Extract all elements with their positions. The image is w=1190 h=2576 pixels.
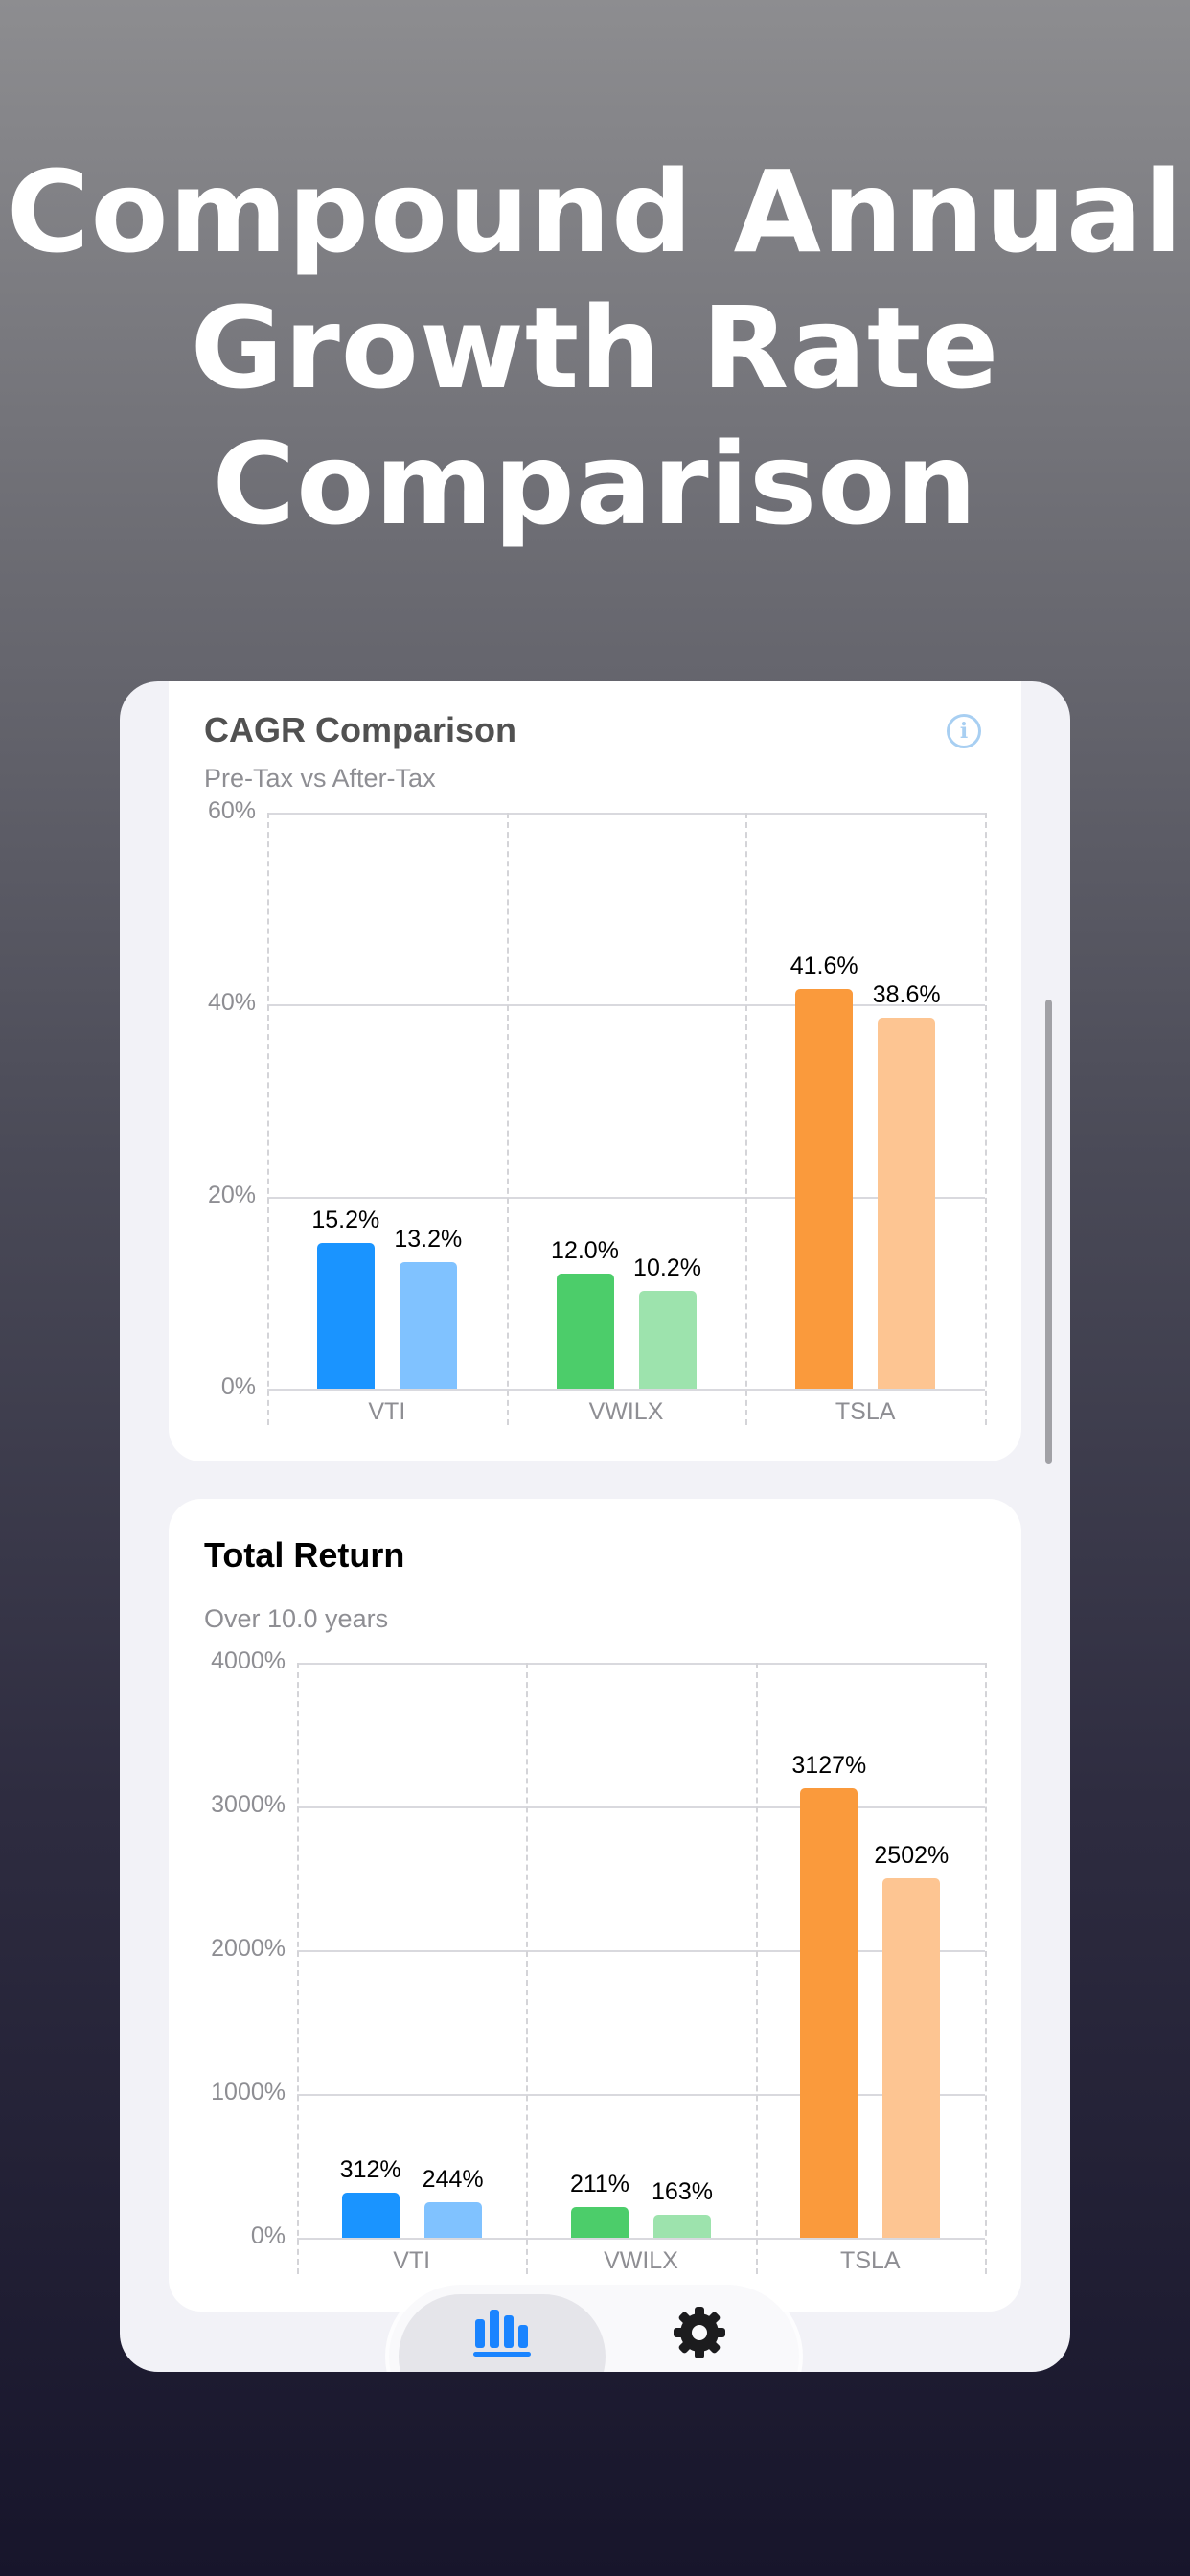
tab-charts[interactable]	[399, 2294, 606, 2371]
bar-value-label: 163%	[652, 2177, 713, 2205]
bar-vwilx-pre-tax[interactable]	[556, 1273, 614, 1389]
gridline	[297, 1806, 985, 1808]
y-axis-tick: 0%	[220, 1373, 256, 1400]
cagr-chart: 60% 40% 20% 0% 15.2% 13.2% 12.0% 10.2% 41.6% 38.6…	[169, 681, 1021, 1461]
gridline	[267, 1389, 985, 1391]
gridline	[297, 2094, 985, 2096]
y-axis-tick: 4000%	[211, 1647, 286, 1674]
headline-line-1: Compound Annual	[6, 146, 1184, 278]
bar-tsla-pre-tax[interactable]	[800, 1787, 858, 2238]
bar-value-label: 12.0%	[551, 1236, 619, 1264]
category-divider	[745, 813, 748, 1425]
gridline	[267, 813, 985, 815]
bar-vwilx-after-tax[interactable]	[653, 2214, 711, 2238]
y-axis-tick: 20%	[207, 1181, 256, 1208]
bar-value-label: 38.6%	[872, 981, 941, 1009]
bar-value-label: 3127%	[791, 1751, 867, 1779]
bar-tsla-after-tax[interactable]	[878, 1018, 936, 1389]
y-axis-tick: 2000%	[211, 1935, 286, 1962]
scrollbar[interactable]	[1045, 1000, 1052, 1464]
total-return-card-subtitle: Over 10.0 years	[204, 1604, 389, 1633]
gridline	[297, 1950, 985, 1952]
bar-vwilx-after-tax[interactable]	[638, 1290, 697, 1389]
bar-value-label: 15.2%	[311, 1206, 380, 1233]
bar-vti-after-tax[interactable]	[423, 2202, 482, 2238]
tab-settings[interactable]	[596, 2294, 803, 2371]
x-axis-label: TSLA	[835, 1398, 896, 1425]
gridline	[267, 1196, 985, 1199]
y-axis-tick: 3000%	[211, 1791, 286, 1818]
gridline	[267, 1004, 985, 1007]
category-divider	[755, 1663, 758, 2274]
x-axis-label: TSLA	[840, 2247, 901, 2274]
bar-value-label: 312%	[339, 2156, 401, 2184]
bar-value-label: 10.2%	[633, 1254, 701, 1281]
phone-screen: CAGR Comparison i Pre-Tax vs After-Tax 6…	[120, 681, 1070, 2372]
y-axis-tick: 60%	[207, 797, 256, 824]
x-axis-label: VWILX	[604, 2247, 678, 2274]
info-circle-icon[interactable]: i	[947, 714, 981, 748]
x-axis-label: VTI	[368, 1398, 406, 1425]
headline-line-3: Comparison	[212, 418, 978, 550]
tab-active-highlight	[399, 2294, 606, 2372]
bar-vwilx-pre-tax[interactable]	[571, 2207, 629, 2238]
cagr-card-title: CAGR Comparison	[204, 710, 517, 749]
bar-value-label: 2502%	[874, 1841, 950, 1869]
tab-bar	[389, 2285, 799, 2372]
category-divider	[985, 813, 987, 1425]
bar-tsla-pre-tax[interactable]	[795, 989, 854, 1389]
category-divider	[985, 1663, 987, 2274]
bar-vti-after-tax[interactable]	[399, 1261, 457, 1389]
category-divider	[297, 1663, 299, 2274]
total-return-card: Total Return Over 10.0 years 4000% 3000% 2…	[169, 1499, 1021, 2312]
gear-icon	[674, 2307, 725, 2358]
bar-vti-pre-tax[interactable]	[341, 2193, 400, 2238]
bar-vti-pre-tax[interactable]	[316, 1242, 375, 1389]
bar-chart-icon	[473, 2310, 531, 2357]
category-divider	[526, 1663, 529, 2274]
x-axis-label: VWILX	[588, 1398, 664, 1425]
total-return-card-title: Total Return	[204, 1535, 405, 1575]
cagr-card: CAGR Comparison i Pre-Tax vs After-Tax 6…	[169, 681, 1021, 1461]
bar-tsla-after-tax[interactable]	[882, 1877, 941, 2238]
total-return-chart: 4000% 3000% 2000% 1000% 0% 312% 244% 211% 163% 31…	[169, 1499, 1021, 2312]
y-axis-tick: 0%	[250, 2222, 286, 2249]
x-axis-label: VTI	[393, 2247, 431, 2274]
bar-value-label: 244%	[422, 2166, 484, 2194]
category-divider	[506, 813, 509, 1425]
promo-headline: Compound Annual Growth Rate Comparison	[0, 144, 1190, 552]
y-axis-tick: 40%	[207, 989, 256, 1017]
bar-value-label: 41.6%	[790, 953, 858, 980]
category-divider	[267, 813, 269, 1425]
cagr-card-subtitle: Pre-Tax vs After-Tax	[204, 764, 436, 793]
y-axis-tick: 1000%	[211, 2079, 286, 2105]
headline-line-2: Growth Rate	[190, 282, 1000, 414]
bar-value-label: 211%	[569, 2171, 630, 2198]
gridline	[297, 2238, 985, 2240]
bar-value-label: 13.2%	[394, 1225, 463, 1253]
gridline	[297, 1663, 985, 1665]
